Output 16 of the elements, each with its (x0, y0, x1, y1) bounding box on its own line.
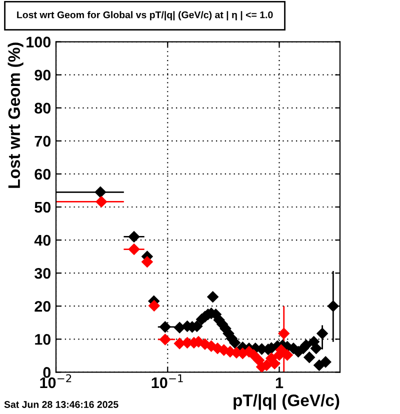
y-tick-label: 100 (26, 36, 51, 48)
y-tick-label: 30 (34, 268, 51, 279)
y-tick-label: 20 (34, 300, 51, 312)
y-axis-title: Lost wrt Geom (%) (8, 42, 24, 188)
y-tick-label: 60 (34, 168, 51, 180)
y-tick-label: 40 (34, 234, 51, 246)
y-tick-label: 10 (35, 334, 51, 345)
x-tick-label: 1 (276, 378, 284, 388)
chart-title: Lost wrt Geom for Global vs pT/|q| (GeV/c) at | η | <= 1.0 (17, 11, 273, 20)
text: Sat Jun 28 13:46:16 2025 (4, 401, 118, 408)
x-tick-label: 10$^{−1}$ (152, 374, 183, 388)
y-tick-label: 50 (34, 202, 51, 213)
x-axis-title: pT/|q| (GeV/c) (234, 394, 340, 410)
y-tick-label: 90 (34, 70, 51, 81)
y-tick-label: 70 (34, 136, 51, 147)
y-tick-label: 80 (34, 102, 51, 114)
